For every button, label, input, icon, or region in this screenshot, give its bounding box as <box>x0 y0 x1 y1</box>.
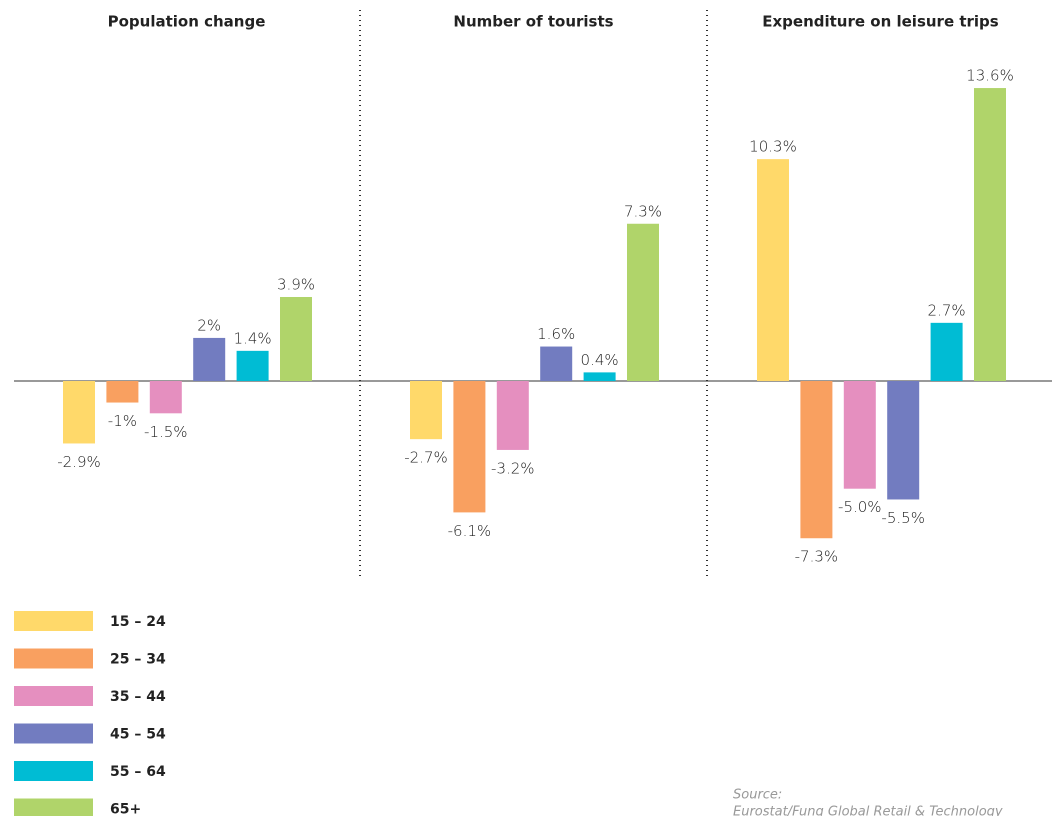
value-label: 1.4% <box>234 329 272 347</box>
value-label: -7.3% <box>795 548 839 566</box>
legend-swatch <box>14 798 93 816</box>
value-label: -5.5% <box>881 509 925 527</box>
legend-label: 15 – 24 <box>110 614 166 630</box>
value-label: 3.9% <box>277 275 315 293</box>
legend-label: 65+ <box>110 802 141 816</box>
bar <box>583 372 616 381</box>
value-label: 7.3% <box>624 202 662 220</box>
source-label: Source: <box>733 788 782 803</box>
legend-swatch <box>14 648 93 669</box>
value-label: -2.7% <box>404 449 448 467</box>
value-label: 0.4% <box>581 351 619 369</box>
source-text: Eurostat/Fung Global Retail & Technology <box>733 805 1003 816</box>
value-label: 13.6% <box>966 67 1014 85</box>
bar <box>193 337 226 381</box>
value-label: 2% <box>197 316 221 334</box>
legend-label: 35 – 44 <box>110 689 166 705</box>
value-label: -6.1% <box>448 522 492 540</box>
value-label: 10.3% <box>749 138 797 156</box>
legend-label: 55 – 64 <box>110 764 166 780</box>
bar <box>236 350 269 381</box>
legend-swatch <box>14 611 93 631</box>
panel-title: Number of tourists <box>453 13 613 31</box>
value-label: -5.0% <box>838 498 882 516</box>
bar <box>63 381 95 444</box>
value-label: -3.2% <box>491 459 535 477</box>
value-label: 2.7% <box>928 301 966 319</box>
bar <box>757 159 789 381</box>
panel-title: Expenditure on leisure trips <box>762 13 999 31</box>
legend-swatch <box>14 761 93 781</box>
bar <box>887 381 920 500</box>
value-label: -1% <box>108 412 137 430</box>
bar <box>930 322 963 381</box>
bar <box>843 381 876 489</box>
panel-title: Population change <box>108 13 266 31</box>
bar <box>974 88 1006 381</box>
bar <box>280 296 312 381</box>
value-label: -2.9% <box>57 453 101 471</box>
bar <box>800 381 833 539</box>
legend-label: 25 – 34 <box>110 652 166 668</box>
bar <box>106 381 139 403</box>
bar <box>149 381 182 414</box>
legend-swatch <box>14 686 93 706</box>
bar <box>410 381 442 440</box>
legend-swatch <box>14 723 93 744</box>
bar <box>453 381 486 513</box>
bar <box>540 346 573 381</box>
value-label: -1.5% <box>144 423 188 441</box>
bar <box>627 223 659 381</box>
bar <box>496 381 529 450</box>
value-label: 1.6% <box>537 325 575 343</box>
legend-label: 45 – 54 <box>110 727 166 743</box>
